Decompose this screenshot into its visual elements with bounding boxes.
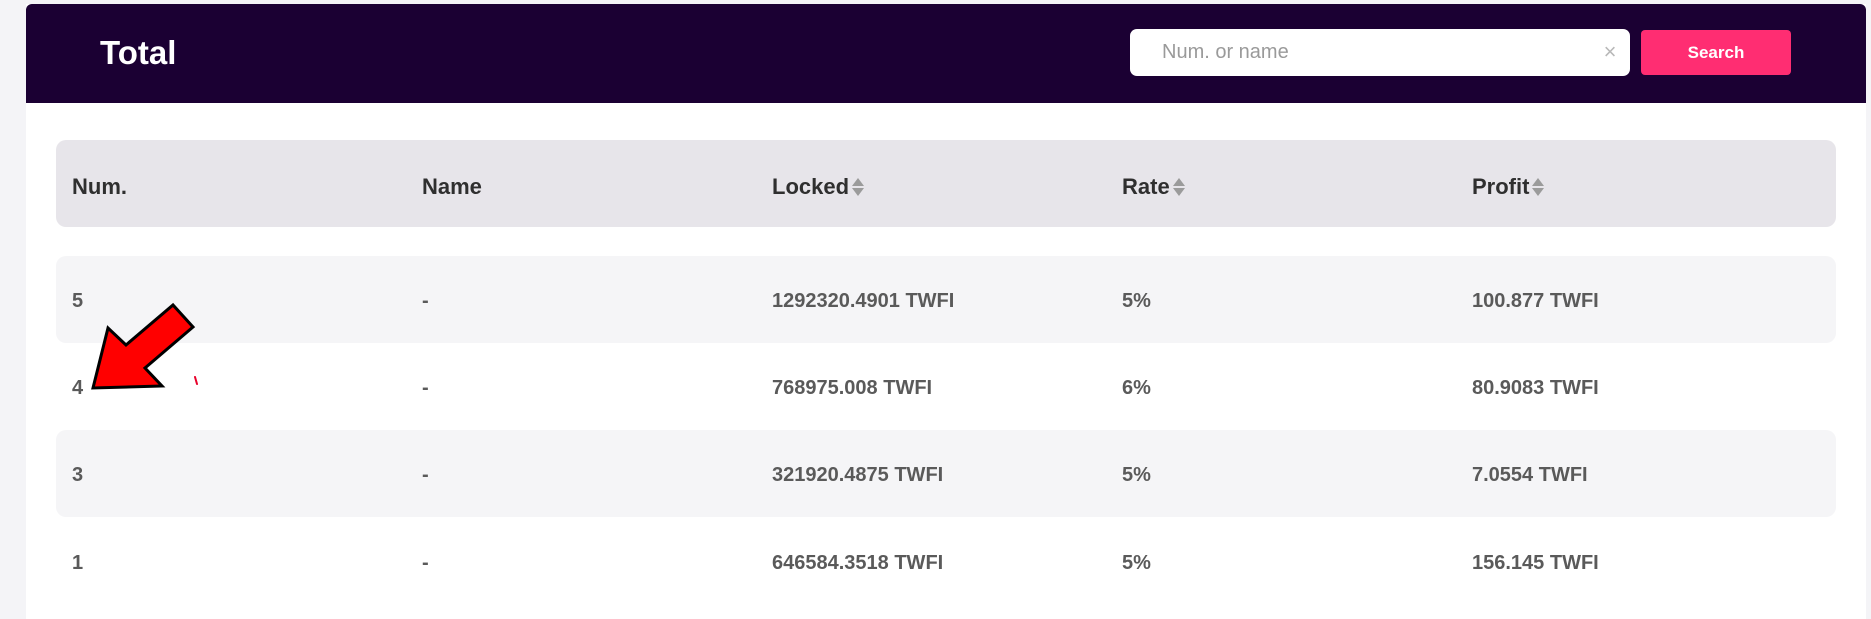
cell-profit: 100.877 TWFI [1472,290,1599,312]
cell-num: 3 [72,464,84,486]
column-header-num: Num. [72,174,127,200]
cell-num: 1 [72,552,84,574]
column-header-label: Profit [1472,174,1530,199]
sort-icon[interactable] [852,177,865,197]
cell-locked: 768975.008 TWFI [772,377,933,399]
red-arrow-icon [91,302,196,390]
sort-icon[interactable] [1172,177,1185,197]
cell-rate: 5% [1122,552,1151,574]
cell-name: - [422,464,429,486]
column-header-label: Rate [1122,174,1170,199]
sort-icon[interactable] [1532,177,1545,197]
cell-locked: 646584.3518 TWFI [772,552,944,574]
cell-locked: 1292320.4901 TWFI [772,290,955,312]
column-header-rate: Rate [1122,174,1185,200]
cell-locked: 321920.4875 TWFI [772,464,944,486]
search-button[interactable]: Search [1641,30,1791,75]
assets-panel: Total × Search Num. Name Locked Rate Pro… [26,4,1866,619]
cell-profit: 80.9083 TWFI [1472,377,1599,399]
clear-icon[interactable]: × [1603,39,1617,64]
panel-header: Total × Search [26,4,1866,103]
cell-rate: 6% [1122,377,1151,399]
table-row: 3 - 321920.4875 TWFI 5% 7.0554 TWFI [56,430,1836,517]
search-box: × [1130,29,1630,76]
cell-rate: 5% [1122,290,1151,312]
table-row: 5 - 1292320.4901 TWFI 5% 100.877 TWFI [56,256,1836,343]
page-title: Total [100,34,177,71]
column-header-name: Name [422,174,482,200]
red-mark-icon [194,376,198,385]
table-row: 1 - 646584.3518 TWFI 5% 156.145 TWFI [56,518,1836,605]
column-header-label: Name [422,174,482,199]
cell-profit: 156.145 TWFI [1472,552,1599,574]
cell-rate: 5% [1122,464,1151,486]
column-header-label: Num. [72,174,127,199]
table-header-row: Num. Name Locked Rate Profit [56,140,1836,227]
cell-name: - [422,377,429,399]
column-header-profit: Profit [1472,174,1545,200]
column-header-label: Locked [772,174,850,199]
cell-name: - [422,290,429,312]
cell-name: - [422,552,429,574]
cell-num: 5 [72,290,84,312]
column-header-locked: Locked [772,174,865,200]
cell-profit: 7.0554 TWFI [1472,464,1588,486]
search-input[interactable] [1130,29,1570,76]
table-row: 4 - 768975.008 TWFI 6% 80.9083 TWFI [56,343,1836,430]
cell-num: 4 [72,377,84,399]
